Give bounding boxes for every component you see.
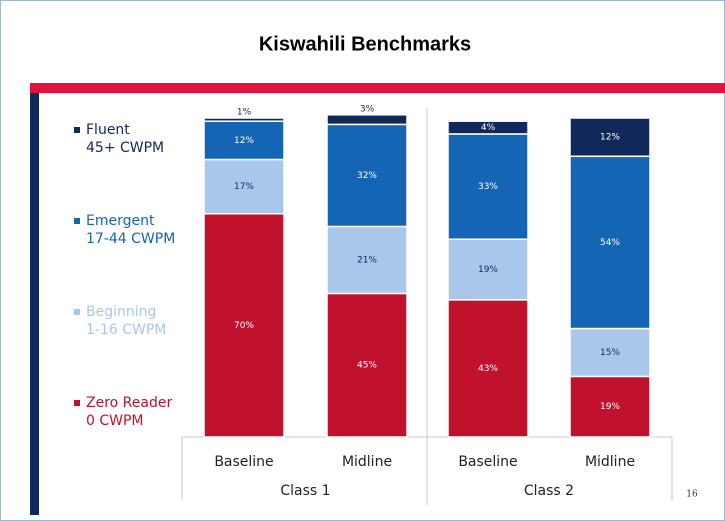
value-label: 70% [234,321,254,331]
legend-swatch [74,218,80,224]
chart-title: Kiswahili Benchmarks [259,33,471,55]
legend-range: 45+ CWPM [86,140,164,156]
legend-label: Fluent [86,122,130,138]
bar-segment [569,327,651,378]
bar-segment [569,117,651,158]
x-tick-label: Baseline [458,454,517,470]
value-label: 43% [478,364,498,374]
legend-label: Beginning [86,304,156,320]
side-bar [30,93,39,515]
value-label: 33% [478,182,498,192]
bar-segment [326,114,408,126]
bar-segment [569,375,651,438]
value-label: 12% [600,133,620,143]
legend-swatch [74,309,80,315]
value-label: 12% [234,136,254,146]
legend-range: 0 CWPM [86,413,144,429]
value-label: 17% [234,182,254,192]
value-label: 19% [600,402,620,412]
title-rule [30,83,725,93]
value-label: 45% [357,361,377,371]
legend-label: Zero Reader [86,395,172,411]
value-label: 15% [600,348,620,358]
group-label: Class 1 [280,483,330,499]
bar-segment [326,123,408,228]
legend-range: 1-16 CWPM [86,322,166,338]
value-label: 1% [237,108,252,118]
bar-segment [203,120,285,161]
value-label: 54% [600,238,620,248]
bar-segment [447,120,529,135]
value-label: 19% [478,265,498,275]
value-label: 4% [481,123,496,133]
bar-segment [203,117,285,122]
value-label: 3% [360,104,375,114]
legend-range: 17-44 CWPM [86,231,175,247]
x-tick-label: Midline [342,454,392,470]
x-tick-label: Baseline [214,454,273,470]
bar-segment [447,238,529,301]
bar-segment [447,299,529,438]
bar-segment [569,155,651,330]
legend-label: Emergent [86,213,155,229]
legend-swatch [74,400,80,406]
bar-segment [326,225,408,295]
x-tick-label: Midline [585,454,635,470]
group-label: Class 2 [524,483,574,499]
legend-swatch [74,127,80,133]
value-label: 21% [357,255,377,265]
page-number: 16 [686,490,698,500]
bar-segment [326,292,408,438]
value-label: 32% [357,171,377,181]
bar-segment [203,212,285,438]
